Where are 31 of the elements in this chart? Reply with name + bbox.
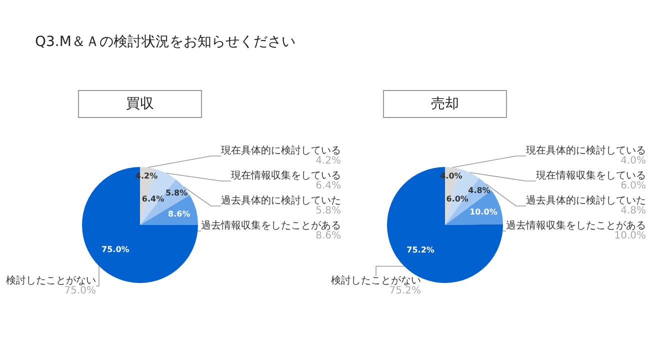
text: 6.4% — [316, 180, 341, 192]
text: 4.8% — [620, 206, 646, 216]
text: Q3.M＆Ａの検討状況をお知らせください — [35, 34, 296, 50]
text: 8.6% — [316, 230, 341, 242]
slice-label: 検討したことがない — [331, 274, 421, 286]
slice-label: 現在情報収集をしている — [536, 170, 646, 182]
text: 6.0% — [620, 180, 646, 192]
slice-label: 現在具体的に検討している — [526, 144, 646, 156]
data-label: 4.8% — [468, 186, 490, 195]
chart-title: 買収 — [126, 96, 154, 112]
data-label: 6.4% — [142, 194, 164, 204]
data-label: 75.2% — [389, 286, 421, 296]
slice-label: 現在情報収集をしている — [231, 170, 341, 182]
slice-label: 過去情報収集をしたことがある — [506, 220, 646, 232]
slice-label: 過去情報収集をしたことがある — [201, 220, 341, 232]
text: 75.2% — [406, 245, 434, 254]
slice-label: 現在具体的に検討している — [221, 144, 341, 156]
text: 75.0% — [102, 245, 130, 254]
text: 10.0% — [614, 230, 646, 242]
slice-label: 過去具体的に検討していた — [526, 194, 646, 206]
slice-label: 過去具体的に検討していた — [221, 194, 341, 206]
text: 4.0% — [620, 156, 646, 166]
text: 5.8% — [316, 206, 341, 216]
data-label: 8.6% — [168, 210, 190, 219]
data-label: 6.0% — [446, 194, 468, 204]
data-label: 5.8% — [165, 188, 188, 198]
text: 4.2% — [316, 156, 341, 166]
slice-label: 検討したことがない — [6, 274, 96, 286]
data-label: 10.0% — [470, 207, 498, 216]
chart-title: 売却 — [431, 96, 459, 112]
data-label: 75.0% — [64, 286, 96, 296]
